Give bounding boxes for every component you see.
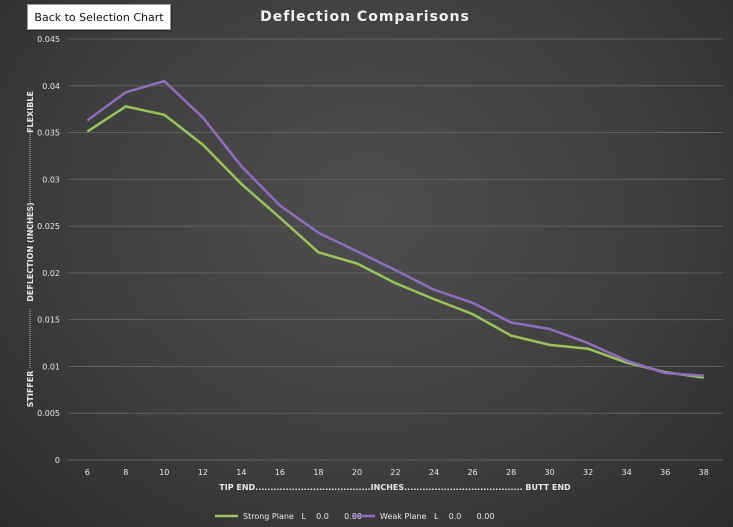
series-line-strong-plane bbox=[86, 105, 704, 379]
legend-label-weak: Weak Plane L 0.0 0.00 bbox=[380, 512, 494, 521]
y-axis-label-stiffer: STIFFER bbox=[26, 371, 35, 408]
x-tick-labels: 6 8 10 12 14 16 18 20 22 24 26 28 30 32 34 36 38 bbox=[85, 468, 709, 477]
legend: Strong Plane L 0.0 0.00 Weak Plane L 0.0… bbox=[215, 512, 494, 521]
x-tick-label: 32 bbox=[583, 468, 593, 477]
x-tick-label: 14 bbox=[236, 468, 246, 477]
y-tick-label: 0.015 bbox=[37, 316, 60, 325]
x-tick-label: 12 bbox=[198, 468, 208, 477]
series-lines bbox=[86, 79, 704, 379]
y-tick-label: 0.01 bbox=[42, 362, 60, 371]
x-tick-label: 26 bbox=[467, 468, 477, 477]
x-tick-label: 28 bbox=[506, 468, 516, 477]
x-tick-label: 20 bbox=[352, 468, 362, 477]
series-line-weak-plane bbox=[86, 79, 704, 378]
x-tick-label: 30 bbox=[545, 468, 555, 477]
y-tick-label: 0.02 bbox=[42, 269, 60, 278]
y-tick-label: 0 bbox=[55, 456, 60, 465]
y-axis-label-group: DEFLECTION (INCHES) bbox=[26, 202, 35, 302]
y-tick-label: 0.005 bbox=[37, 409, 60, 418]
x-tick-label: 22 bbox=[390, 468, 400, 477]
y-axis-label-flexible: FLEXIBLE bbox=[26, 91, 35, 133]
y-axis-stiffer-group: STIFFER bbox=[26, 371, 35, 408]
back-to-selection-chart-button[interactable]: Back to Selection Chart bbox=[27, 4, 171, 30]
x-tick-label: 36 bbox=[660, 468, 670, 477]
legend-label-strong: Strong Plane L 0.0 0.00 bbox=[243, 512, 362, 521]
x-tick-label: 24 bbox=[429, 468, 439, 477]
x-tick-label: 10 bbox=[159, 468, 169, 477]
chart-title: Deflection Comparisons bbox=[260, 9, 470, 25]
y-tick-label: 0.03 bbox=[42, 175, 60, 184]
y-tick-label: 0.035 bbox=[37, 129, 60, 138]
y-tick-labels: 0 0.005 0.01 0.015 0.02 0.025 0.03 0.035 0.04 0.0… bbox=[37, 35, 60, 465]
x-tick-label: 38 bbox=[699, 468, 709, 477]
x-tick-label: 18 bbox=[313, 468, 323, 477]
x-tick-label: 16 bbox=[275, 468, 285, 477]
grid-lines bbox=[68, 38, 723, 461]
y-axis-flexible-group: FLEXIBLE bbox=[26, 91, 35, 133]
y-tick-label: 0.045 bbox=[37, 35, 60, 44]
y-tick-label: 0.04 bbox=[42, 82, 60, 91]
y-tick-label: 0.025 bbox=[37, 222, 60, 231]
x-axis-label: TIP END.................................… bbox=[219, 483, 571, 492]
x-tick-label: 6 bbox=[85, 468, 90, 477]
x-tick-label: 34 bbox=[622, 468, 632, 477]
x-tick-label: 8 bbox=[123, 468, 128, 477]
y-axis-label: DEFLECTION (INCHES) bbox=[26, 202, 35, 302]
